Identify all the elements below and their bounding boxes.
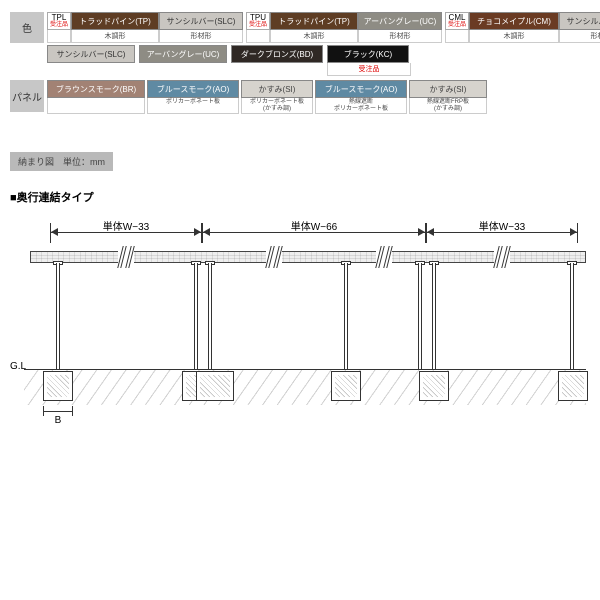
color-loose-row: サンシルバー(SLC)アーバングレー(UC)ダークブロンズ(BD)ブラック(KC… — [47, 45, 590, 76]
group-under: 木調形形材形 — [445, 30, 600, 43]
color-label: 色 — [10, 12, 44, 43]
color-swatch: チョコメイプル(CM) — [469, 12, 559, 30]
post — [418, 263, 422, 369]
post — [432, 263, 436, 369]
diagram: 単体W−33 単体W−66 単体W−33 G.L B — [10, 215, 588, 445]
footing — [558, 371, 588, 401]
panel-item: ブルースモーク(AO)熱線遮断 ポリカーボネート板 — [315, 80, 407, 114]
break-mark — [376, 248, 392, 266]
panel-item: ブラウンスモーク(BR) — [47, 80, 145, 114]
dimension: 単体W−33 — [426, 223, 578, 241]
panel-swatch: ブルースモーク(AO) — [147, 80, 239, 98]
footing — [419, 371, 449, 401]
drawing-subtype: ■奥行連結タイプ — [10, 189, 590, 205]
post — [208, 263, 212, 369]
panel-label: パネル — [10, 80, 44, 112]
color-group: CML受注品チョコメイプル(CM)サンシルバー(SLC)木調形形材形 — [445, 12, 600, 43]
panel-row: パネル ブラウンスモーク(BR)ブルースモーク(AO)ポリカーボネート板かすみ(… — [10, 80, 590, 114]
group-under: 木調形形材形 — [246, 30, 442, 43]
color-swatch: ブラック(KC) — [327, 45, 409, 63]
panel-swatch: ブラウンスモーク(BR) — [47, 80, 145, 98]
color-swatch: サンシルバー(SLC) — [559, 12, 600, 30]
footing-double — [196, 371, 234, 401]
panel-swatch: かすみ(SI) — [241, 80, 313, 98]
color-swatch: トラッドパイン(TP) — [270, 12, 358, 30]
color-row: 色 TPL受注品トラッドパイン(TP)サンシルバー(SLC)木調形形材形TPU受… — [10, 12, 590, 43]
panel-swatch: ブルースモーク(AO) — [315, 80, 407, 98]
color-swatch: トラッドパイン(TP) — [71, 12, 159, 30]
group-code: CML受注品 — [445, 12, 469, 30]
post — [56, 263, 60, 369]
post — [194, 263, 198, 369]
color-swatch: アーバングレー(UC) — [139, 45, 227, 63]
footing — [331, 371, 361, 401]
break-mark — [494, 248, 510, 266]
group-code: TPL受注品 — [47, 12, 71, 30]
color-group: TPL受注品トラッドパイン(TP)サンシルバー(SLC)木調形形材形 — [47, 12, 243, 43]
break-mark — [266, 248, 282, 266]
panel-item: かすみ(SI)ポリカーボネート板 (かすみ調) — [241, 80, 313, 114]
drawing-header: 納まり図 単位：mm — [10, 152, 113, 171]
group-under: 木調形形材形 — [47, 30, 243, 43]
color-group: TPU受注品トラッドパイン(TP)アーバングレー(UC)木調形形材形 — [246, 12, 442, 43]
color-swatch: サンシルバー(SLC) — [159, 12, 243, 30]
panel-item: ブルースモーク(AO)ポリカーボネート板 — [147, 80, 239, 114]
ground — [24, 369, 586, 405]
dimension: 単体W−66 — [202, 223, 426, 241]
dimension: 単体W−33 — [50, 223, 202, 241]
post — [344, 263, 348, 369]
color-swatch: アーバングレー(UC) — [358, 12, 442, 30]
break-mark — [118, 248, 134, 266]
panel-item: かすみ(SI)熱線遮断FRP板 (かすみ調) — [409, 80, 487, 114]
color-swatch: サンシルバー(SLC) — [47, 45, 135, 63]
post — [570, 263, 574, 369]
panel-swatch: かすみ(SI) — [409, 80, 487, 98]
group-code: TPU受注品 — [246, 12, 270, 30]
color-swatch: ダークブロンズ(BD) — [231, 45, 323, 63]
footing — [43, 371, 73, 401]
b-dimension: B — [43, 411, 73, 426]
